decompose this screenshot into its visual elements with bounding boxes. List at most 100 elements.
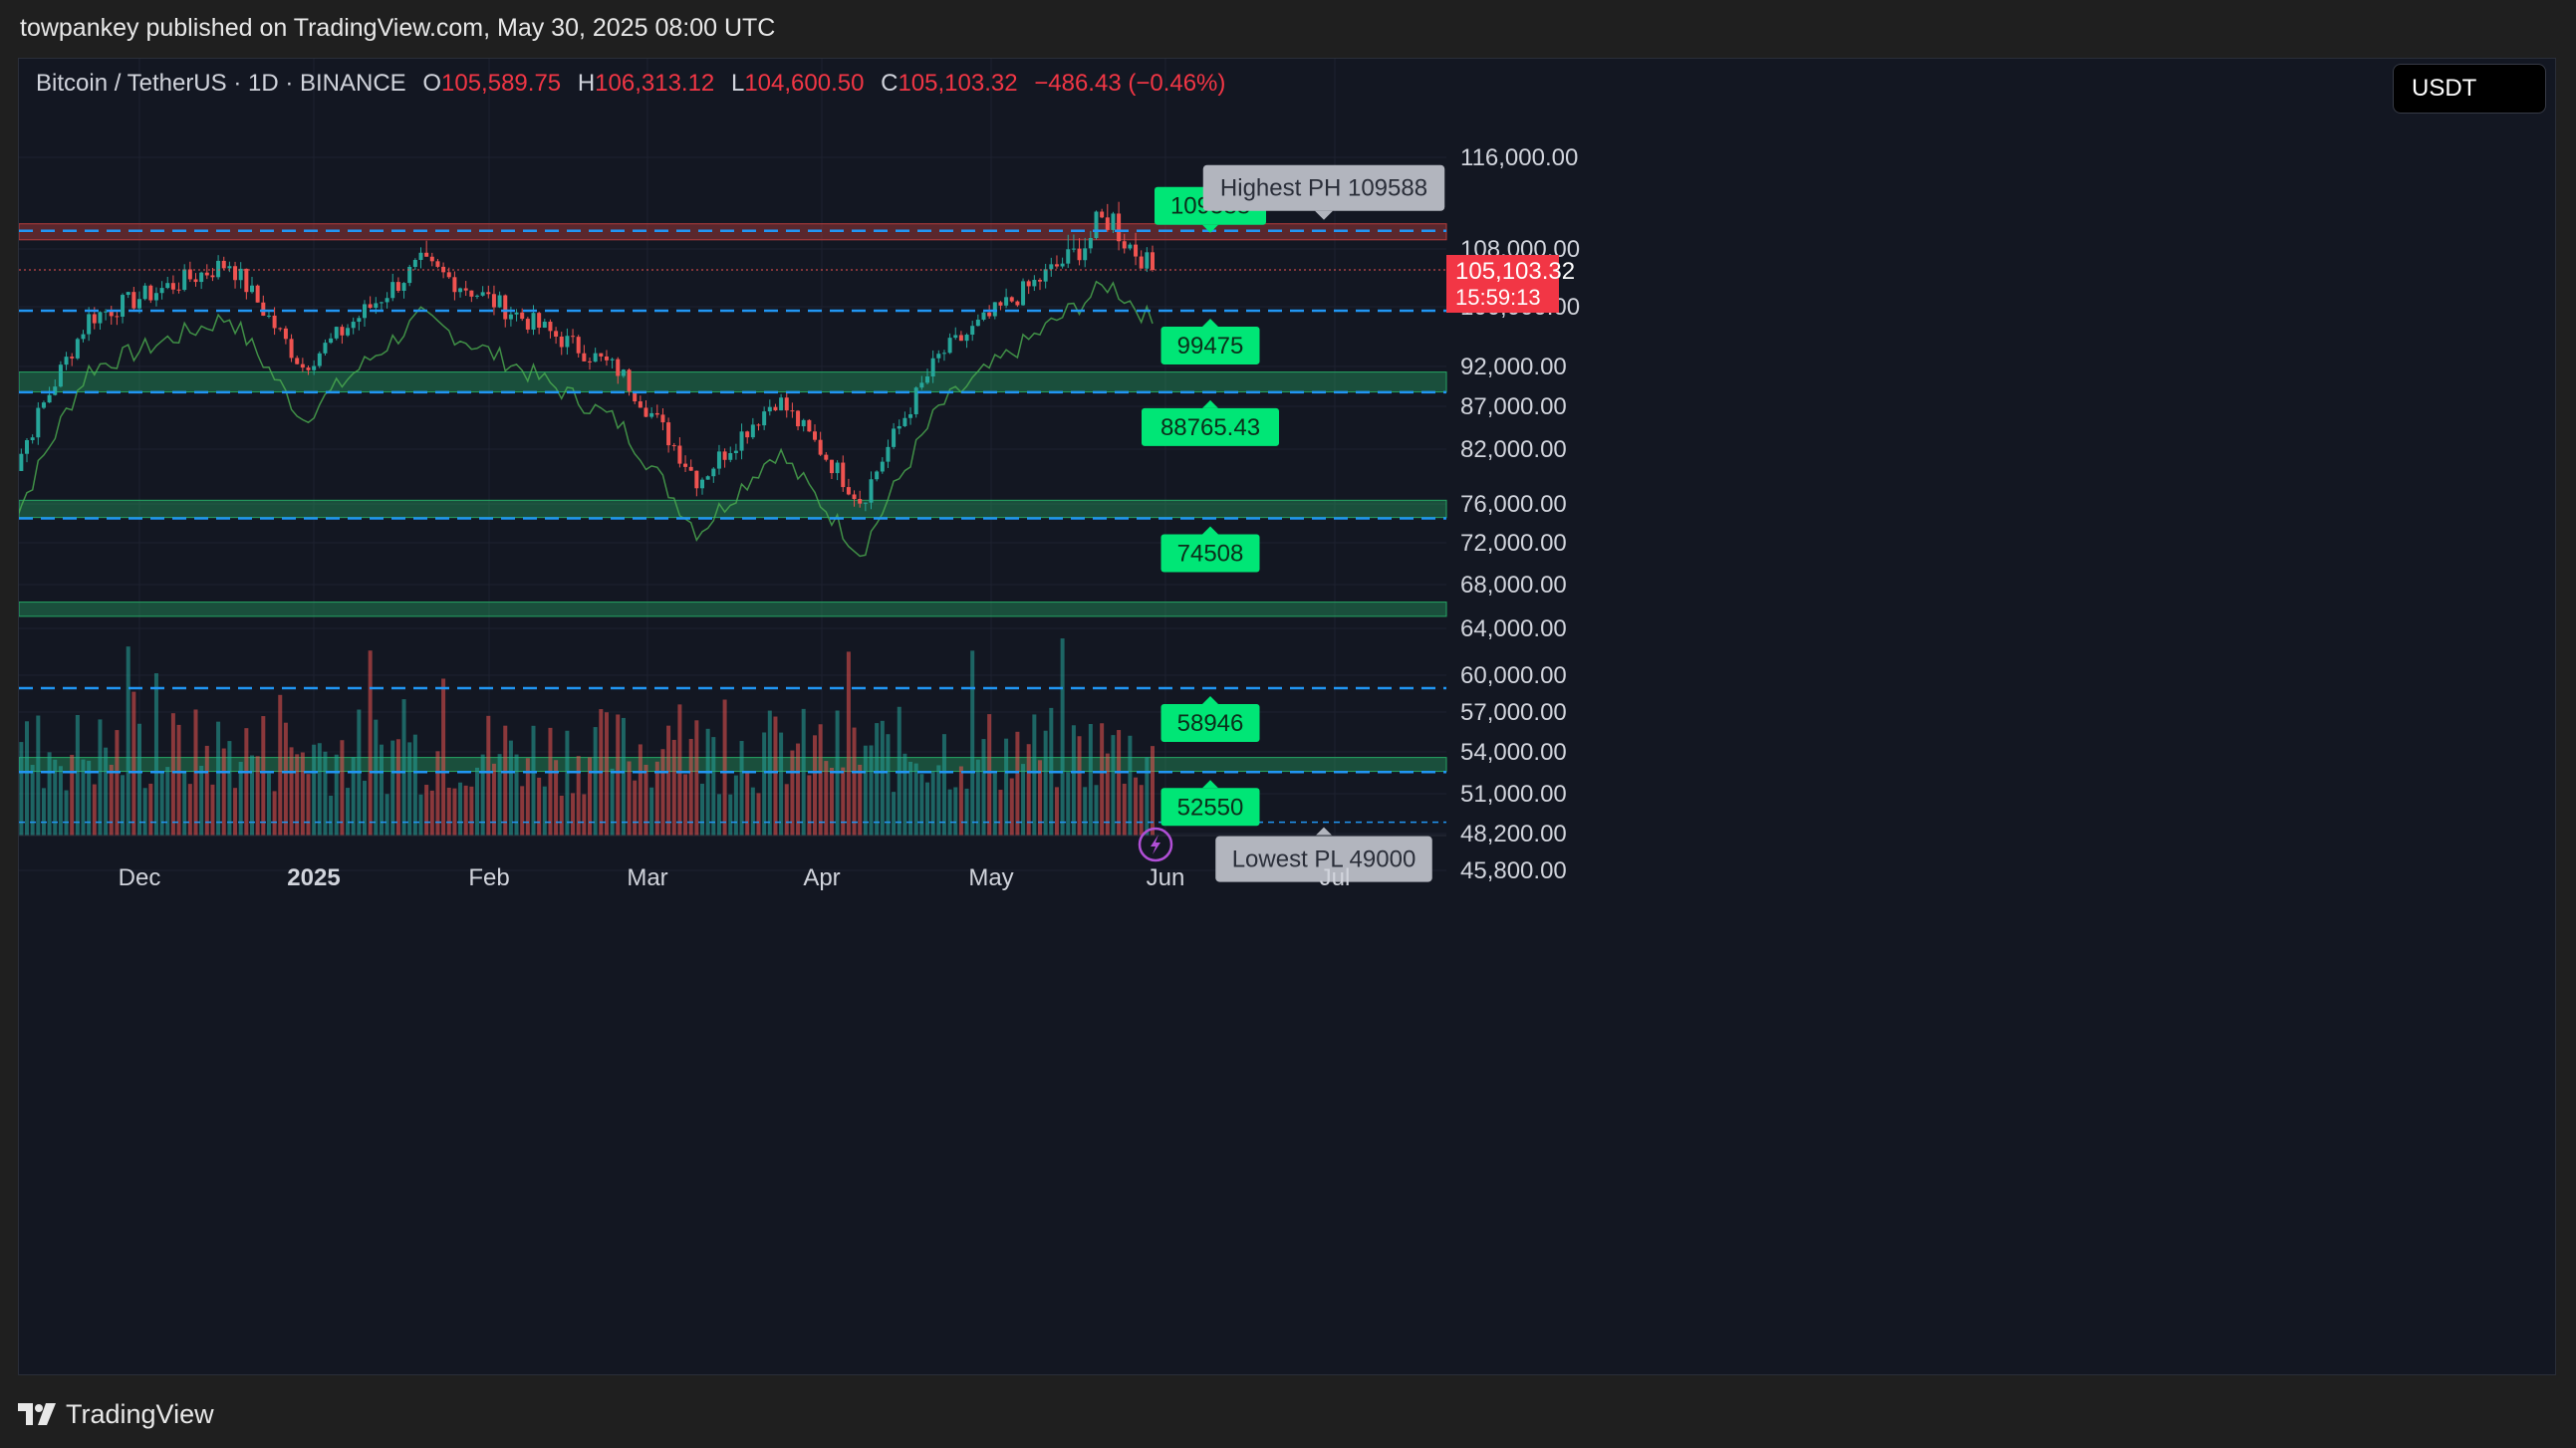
candle-body — [930, 358, 935, 377]
candle-body — [429, 256, 434, 262]
candle — [58, 361, 63, 388]
candle-body — [869, 479, 874, 503]
candle-body — [683, 463, 688, 467]
symbol-title[interactable]: Bitcoin / TetherUS · 1D · BINANCE — [36, 70, 406, 97]
candle-body — [621, 369, 626, 376]
volume-bar — [424, 785, 429, 836]
volume-bar — [503, 725, 508, 836]
candle — [121, 293, 126, 324]
volume-bar — [548, 727, 553, 836]
candle-body — [1077, 248, 1082, 261]
volume-bar — [796, 743, 801, 836]
candle-body — [340, 327, 345, 336]
candle — [892, 422, 897, 449]
candle — [1145, 247, 1150, 273]
candle-body — [25, 439, 29, 454]
candle-body — [418, 252, 423, 260]
candle — [1049, 257, 1054, 277]
level-label-pointer — [1202, 224, 1218, 233]
candle — [897, 419, 902, 435]
candle — [204, 264, 209, 280]
candle-body — [711, 468, 716, 477]
high-value: 106,313.12 — [595, 70, 715, 97]
level-label-box — [1142, 407, 1279, 446]
candle-body — [1021, 281, 1026, 306]
candle-body — [182, 269, 187, 291]
candle-body — [233, 266, 238, 281]
candle-body — [582, 353, 587, 362]
candle-body — [463, 288, 468, 291]
volume-bar — [531, 725, 536, 836]
level-label: 88765.43 — [1142, 399, 1279, 446]
volume-bar — [121, 775, 126, 836]
candle-body — [317, 353, 322, 366]
volume-bar — [711, 737, 716, 836]
candle-body — [705, 476, 710, 480]
candle-body — [363, 304, 367, 319]
candle — [694, 470, 699, 497]
volume-bar — [756, 793, 761, 836]
candle-body — [1043, 269, 1048, 282]
volume-bar — [1060, 638, 1065, 836]
candle-body — [953, 335, 958, 339]
volume-bar — [98, 719, 103, 836]
candle — [153, 287, 158, 307]
candle-body — [491, 294, 496, 308]
candle — [565, 328, 570, 356]
volume-bar — [289, 747, 294, 836]
candle — [593, 348, 598, 362]
candle-body — [908, 413, 913, 418]
candle — [1111, 211, 1116, 234]
candle-body — [272, 315, 277, 329]
time-axis: Dec 2025 Feb Mar Apr May Jun Jul — [19, 827, 1446, 891]
volume-bar — [930, 771, 935, 836]
candle-body — [137, 299, 141, 309]
candle-body — [880, 461, 885, 472]
candle-body — [762, 411, 767, 426]
chart-area[interactable]: 1095889947588765.43745085894652550Highes… — [18, 58, 2556, 1375]
volume-bar — [1134, 777, 1139, 836]
pivot-label-box — [1215, 836, 1432, 882]
candle — [913, 386, 918, 418]
candle-body — [165, 283, 170, 289]
candle — [363, 300, 367, 327]
volume-bar — [131, 691, 136, 836]
candle — [964, 333, 969, 349]
trailing-stop-line — [19, 280, 1154, 558]
candle — [941, 350, 946, 362]
candle — [70, 353, 75, 366]
candle — [1026, 279, 1031, 295]
volume-bar — [1021, 764, 1026, 836]
volume-bar — [571, 793, 576, 836]
volume-bar — [716, 794, 721, 836]
volume-bar — [58, 766, 63, 836]
candle — [700, 477, 704, 495]
candle-body — [700, 479, 704, 489]
price-axis: 116,000.00108,000.00100,000.0092,000.008… — [1446, 144, 1580, 884]
volume-bar — [210, 784, 215, 836]
candle — [244, 268, 249, 300]
candle — [368, 296, 373, 310]
candle-body — [1145, 252, 1150, 269]
candle — [779, 393, 784, 411]
candle-body — [875, 471, 880, 480]
candle — [1105, 203, 1110, 232]
candle-body — [913, 387, 918, 414]
currency-button[interactable]: USDT — [2393, 64, 2546, 114]
volume-bar — [886, 734, 891, 836]
level-label-pointer — [1202, 526, 1218, 535]
candle-body — [773, 406, 778, 411]
candle-body — [835, 462, 840, 474]
level-label: 74508 — [1160, 526, 1260, 573]
price-tick-label: 54,000.00 — [1460, 739, 1567, 766]
candlestick-chart[interactable]: 1095889947588765.43745085894652550Highes… — [19, 59, 2555, 1374]
candle-body — [902, 417, 907, 426]
candle — [131, 287, 136, 312]
candle-body — [649, 412, 654, 417]
candle-body — [216, 260, 221, 278]
volume-bar — [818, 724, 823, 836]
candle-body — [148, 285, 153, 301]
footer: TradingView — [18, 1394, 214, 1434]
candle-body — [525, 319, 530, 330]
volume-bar — [1015, 731, 1020, 836]
